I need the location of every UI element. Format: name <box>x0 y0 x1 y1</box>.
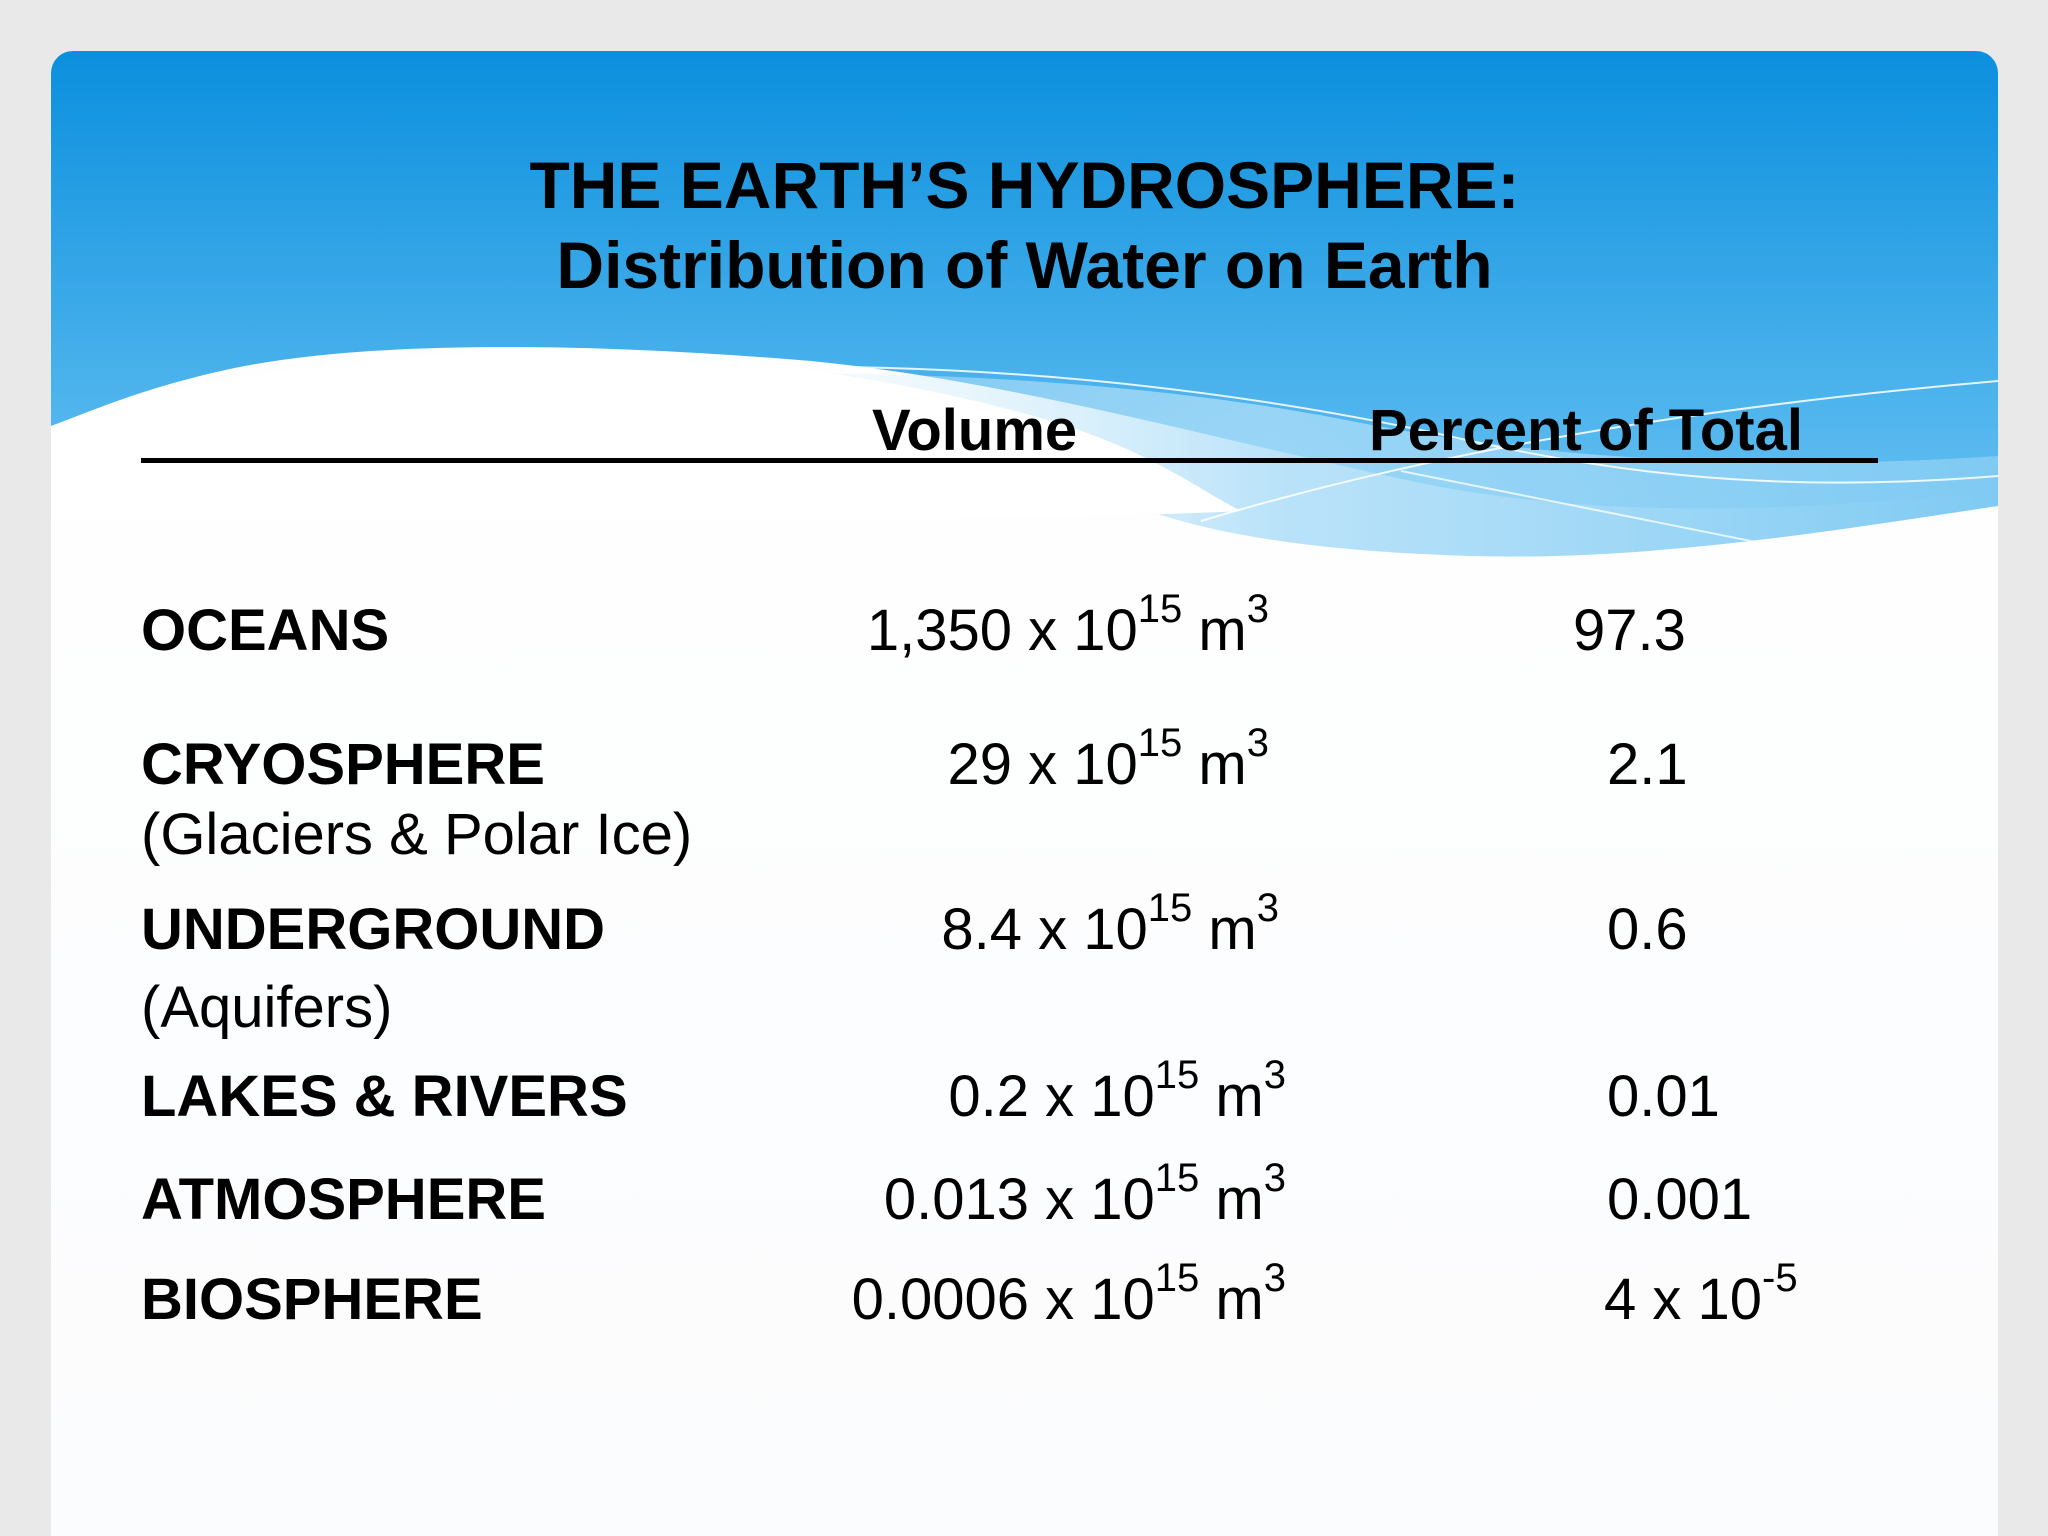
header-rule <box>141 458 1878 463</box>
row-percent-biosphere: 4 x 10-5 <box>1604 1258 1798 1335</box>
volume-exponent: 15 <box>1154 1155 1200 1200</box>
wave-highlight-line-3 <box>1400 470 1802 552</box>
volume-exponent: 15 <box>1137 586 1183 631</box>
volume-multiplier: x 10 <box>1045 1267 1155 1332</box>
column-header-percent: Percent of Total <box>1369 398 1803 463</box>
row-name-underground: UNDERGROUND <box>141 897 605 962</box>
volume-exponent: 15 <box>1154 1255 1200 1300</box>
percent-value: 0.01 <box>1607 1064 1720 1129</box>
volume-unit: m <box>1215 1167 1264 1232</box>
volume-multiplier: x 10 <box>1028 598 1138 663</box>
volume-multiplier: x 10 <box>1045 1064 1155 1129</box>
row-sub-underground: (Aquifers) <box>141 975 393 1040</box>
row-volume-lakes-rivers: 0.2 x 1015 m3 <box>586 1055 1286 1132</box>
row-volume-underground: 8.4 x 1015 m3 <box>579 888 1279 965</box>
wave-highlight-line-1 <box>610 365 1998 484</box>
volume-coefficient: 8.4 <box>941 897 1023 962</box>
volume-coefficient: 0.0006 <box>851 1267 1030 1332</box>
row-name-lakes-rivers: LAKES & RIVERS <box>141 1064 628 1129</box>
white-wave <box>51 352 1241 521</box>
slide: THE EARTH’S HYDROSPHERE: Distribution of… <box>51 51 1998 1536</box>
volume-unit-exponent: 3 <box>1256 885 1279 930</box>
volume-coefficient: 0.013 <box>883 1167 1030 1232</box>
volume-multiplier: x 10 <box>1045 1167 1155 1232</box>
row-volume-oceans: 1,350 x 1015 m3 <box>569 589 1269 666</box>
row-name-biosphere: BIOSPHERE <box>141 1267 483 1332</box>
volume-unit-exponent: 3 <box>1246 720 1269 765</box>
row-percent-atmosphere: 0.001 <box>1607 1165 1752 1235</box>
volume-unit: m <box>1215 1064 1264 1129</box>
volume-multiplier: x 10 <box>1028 732 1138 797</box>
volume-unit: m <box>1198 598 1247 663</box>
volume-unit: m <box>1215 1267 1264 1332</box>
row-percent-lakes-rivers: 0.01 <box>1607 1062 1720 1132</box>
volume-unit: m <box>1198 732 1247 797</box>
percent-value: 0.001 <box>1607 1167 1753 1232</box>
row-sub-cryosphere: (Glaciers & Polar Ice) <box>141 802 693 867</box>
volume-unit-exponent: 3 <box>1246 586 1269 631</box>
row-volume-biosphere: 0.0006 x 1015 m3 <box>586 1258 1286 1335</box>
volume-unit-exponent: 3 <box>1263 1255 1286 1300</box>
volume-exponent: 15 <box>1137 720 1183 765</box>
volume-unit-exponent: 3 <box>1263 1052 1286 1097</box>
percent-value: 4 x 10 <box>1604 1267 1762 1332</box>
row-name-atmosphere: ATMOSPHERE <box>141 1167 546 1232</box>
row-volume-cryosphere: 29 x 1015 m3 <box>569 723 1269 800</box>
title-line-2: Distribution of Water on Earth <box>556 228 1493 302</box>
sky-gradient-band <box>51 51 1998 509</box>
percent-value: 0.6 <box>1607 897 1688 962</box>
volume-coefficient: 0.2 <box>948 1064 1030 1129</box>
percent-value: 97.3 <box>1573 598 1686 663</box>
volume-exponent: 15 <box>1147 885 1193 930</box>
volume-coefficient: 29 <box>947 732 1013 797</box>
row-name-cryosphere: CRYOSPHERE <box>141 732 545 797</box>
row-name-oceans: OCEANS <box>141 598 390 663</box>
title-line-1: THE EARTH’S HYDROSPHERE: <box>529 148 1520 222</box>
row-percent-underground: 0.6 <box>1607 895 1688 965</box>
row-percent-cryosphere: 2.1 <box>1607 730 1688 800</box>
volume-multiplier: x 10 <box>1038 897 1148 962</box>
volume-coefficient: 1,350 <box>866 598 1013 663</box>
percent-value: 2.1 <box>1607 732 1688 797</box>
row-volume-atmosphere: 0.013 x 1015 m3 <box>586 1158 1286 1235</box>
wave-highlight-line-2 <box>1200 380 1998 522</box>
volume-unit: m <box>1208 897 1257 962</box>
percent-exponent: -5 <box>1762 1255 1798 1300</box>
volume-unit-exponent: 3 <box>1263 1155 1286 1200</box>
slide-background <box>51 51 1998 1536</box>
volume-exponent: 15 <box>1154 1052 1200 1097</box>
column-header-volume: Volume <box>872 398 1078 463</box>
row-percent-oceans: 97.3 <box>1573 596 1686 666</box>
